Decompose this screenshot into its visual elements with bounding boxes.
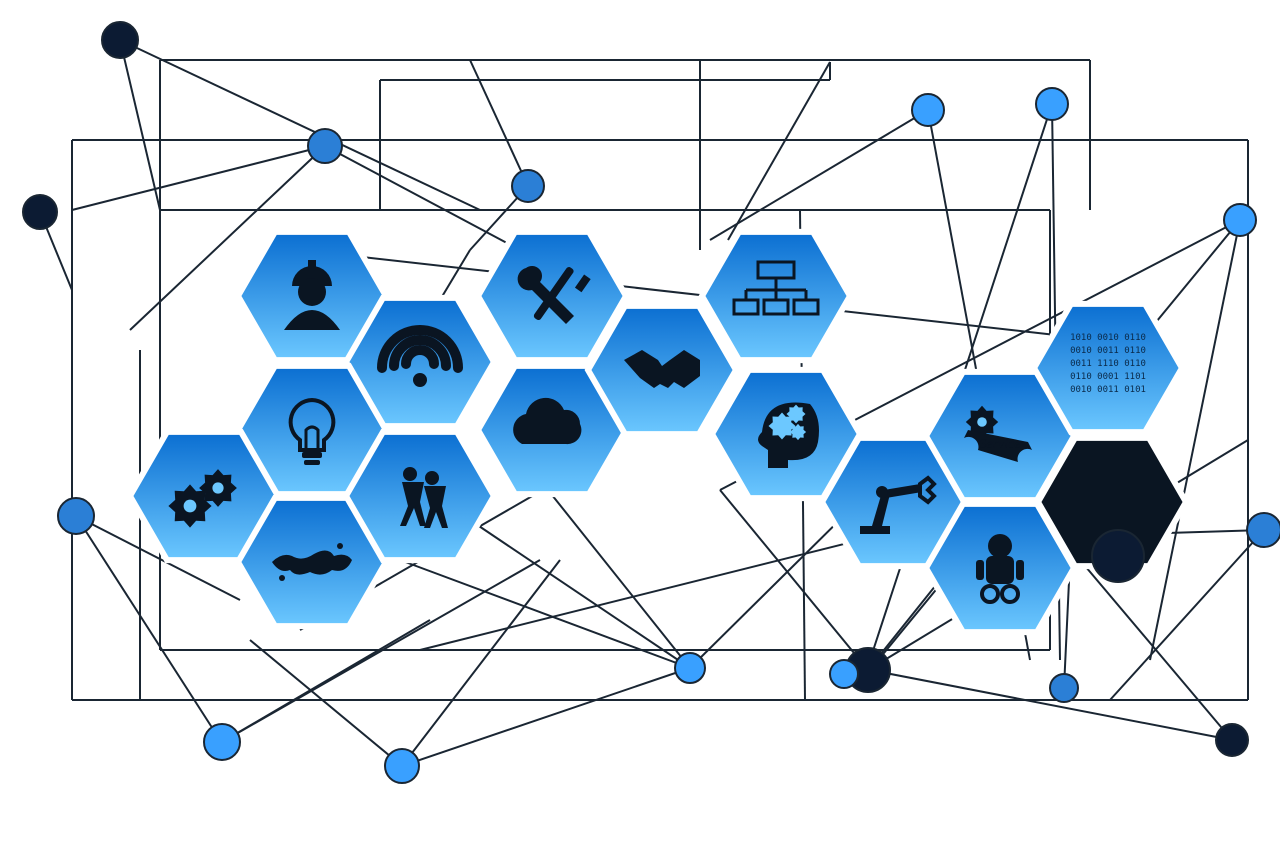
network-node: [912, 94, 944, 126]
network-node: [1036, 88, 1068, 120]
binary-line: 0011 1110 0110: [1070, 359, 1146, 369]
diagram-canvas: Service 1010 0010 0110 0010 0011 0110 0011 …: [0, 0, 1280, 853]
network-edge: [325, 146, 520, 250]
network-node: [830, 660, 858, 688]
network-node: [1224, 204, 1256, 236]
network-edge: [870, 670, 1232, 740]
network-node: [1247, 513, 1280, 547]
binary-line: 1010 0010 0110: [1070, 333, 1146, 343]
network-edge: [470, 520, 690, 668]
binary-line: 0010 0011 0101: [1070, 385, 1146, 395]
network-node: [675, 653, 705, 683]
network-node: [308, 129, 342, 163]
network-edge: [1150, 220, 1240, 660]
network-node: [204, 724, 240, 760]
network-node: [385, 749, 419, 783]
network-edge: [470, 60, 528, 186]
network-node: [23, 195, 57, 229]
network-node: [1092, 530, 1144, 582]
network-edge: [710, 110, 928, 240]
network-edge: [250, 640, 402, 766]
network-node: [1050, 674, 1078, 702]
hex-orgchart: [702, 232, 850, 360]
network-node: [512, 170, 544, 202]
network-node: [102, 22, 138, 58]
binary-line: 0010 0011 0110: [1070, 346, 1146, 356]
network-edge: [120, 40, 160, 210]
service-label: Service: [979, 437, 1020, 452]
network-node: [58, 498, 94, 534]
network-edge: [728, 62, 830, 240]
binary-line: 0110 0001 1101: [1070, 372, 1146, 382]
network-edge: [72, 146, 325, 210]
network-edge: [1080, 560, 1232, 740]
network-node: [1216, 724, 1248, 756]
hexagon-cluster: Service 1010 0010 0110 0010 0011 0110 0011 …: [130, 232, 1186, 632]
network-edge: [402, 668, 690, 766]
